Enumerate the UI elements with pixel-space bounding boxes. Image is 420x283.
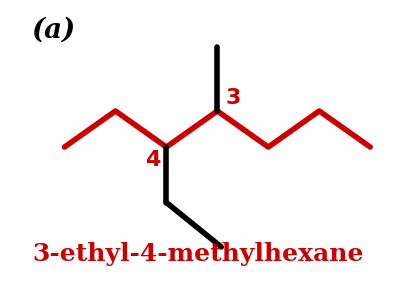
Text: 3: 3 bbox=[225, 88, 241, 108]
Text: (a): (a) bbox=[32, 17, 76, 44]
Text: 3-ethyl-4-methylhexane: 3-ethyl-4-methylhexane bbox=[32, 242, 363, 266]
Text: 4: 4 bbox=[145, 150, 160, 170]
